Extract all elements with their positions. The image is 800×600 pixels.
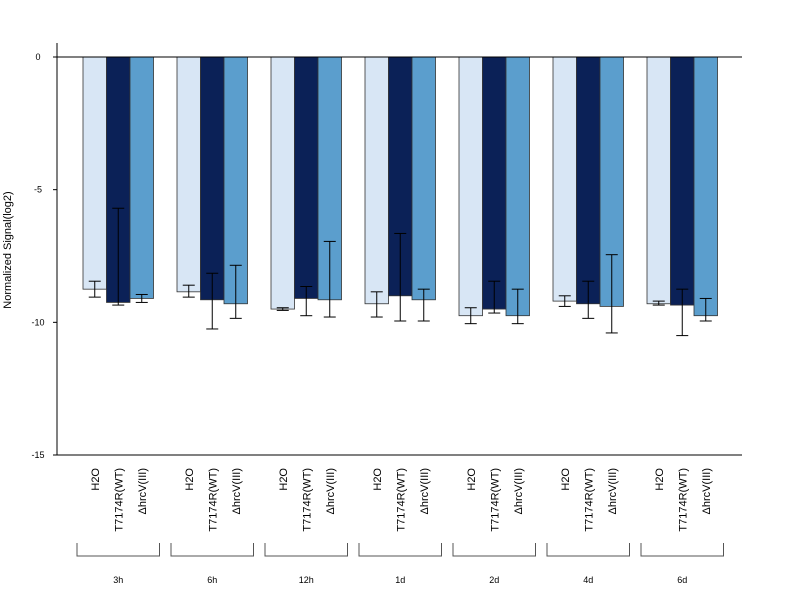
category-label: ΔhrcV(III) [607,468,619,514]
bar [458,56,483,317]
error-bar [112,207,125,306]
error-bar [605,254,618,334]
group-bracket-line [546,543,630,557]
bars-layer [82,56,718,317]
error-bar [276,307,289,311]
error-bar [394,232,407,322]
group-bracket: 1d [358,543,442,585]
bar [294,56,319,299]
category-label: ΔhrcV(III) [231,468,243,514]
group-bracket: 2d [452,543,536,585]
category-label: H2O [560,468,572,491]
error-bar [182,284,195,298]
category-label: ΔhrcV(III) [419,468,431,514]
error-bar [464,307,477,325]
error-bar [135,293,148,303]
bar [646,56,671,305]
error-bar [300,286,313,317]
category-label: H2O [654,468,666,491]
category-label: T7174R(WT) [301,468,313,532]
error-bar [582,280,595,319]
group-bracket: 3h [76,543,160,585]
category-label: H2O [466,468,478,491]
error-bar [699,297,712,322]
error-bar [370,291,383,318]
y-tick-label: -10 [31,317,44,327]
group-label: 12h [299,575,314,585]
category-label: ΔhrcV(III) [137,468,149,514]
category-label: H2O [372,468,384,491]
y-axis-label: Normalized Signal(log2) [2,191,14,308]
bar [482,56,507,310]
error-bar [558,295,571,307]
error-bar [229,264,242,319]
group-bracket: 6d [640,543,724,585]
group-bracket-line [452,543,536,557]
error-bar [652,300,665,306]
category-label: T7174R(WT) [113,468,125,532]
bar [576,56,601,305]
bar [552,56,577,302]
y-axis-ticks: 0 -5 -10 -15 [31,52,57,460]
category-label: H2O [184,468,196,491]
category-label: T7174R(WT) [489,468,501,532]
category-label: T7174R(WT) [207,468,219,532]
bar [505,56,530,317]
category-label: ΔhrcV(III) [513,468,525,514]
y-tick-label: -15 [31,450,44,460]
error-bar [488,280,501,314]
y-tick-label: 0 [35,52,40,62]
group-label: 4d [583,575,593,585]
group-label: 6h [207,575,217,585]
error-bar [323,240,336,318]
category-label: T7174R(WT) [395,468,407,532]
category-label: ΔhrcV(III) [701,468,713,514]
bar [411,56,436,301]
group-brackets: 3h 6h 12h 1d 2d 4d 6d [76,543,724,585]
bar [176,56,201,293]
error-bar [206,272,219,330]
error-bar [676,288,689,337]
bar [129,56,154,299]
category-label: T7174R(WT) [677,468,689,532]
group-bracket: 4d [546,543,630,585]
group-label: 1d [395,575,405,585]
category-label: ΔhrcV(III) [325,468,337,514]
group-bracket-line [640,543,724,557]
group-label: 6d [677,575,687,585]
group-bracket-line [170,543,254,557]
bar [693,56,718,317]
group-bracket-line [76,543,160,557]
group-bracket: 6h [170,543,254,585]
error-bar [88,280,101,298]
group-bracket: 12h [264,543,348,585]
error-bar [511,288,524,325]
bar [270,56,295,310]
bar [364,56,389,305]
error-bars-layer [88,207,712,337]
y-tick-label: -5 [34,185,42,195]
category-label: H2O [90,468,102,491]
category-label: H2O [278,468,290,491]
group-bracket-line [264,543,348,557]
bar [82,56,107,290]
error-bar [417,288,430,322]
category-label: T7174R(WT) [583,468,595,532]
bar [670,56,695,306]
bar [200,56,225,301]
group-bracket-line [358,543,442,557]
group-label: 3h [113,575,123,585]
category-labels: H2O T7174R(WT) ΔhrcV(III) H2O T7174R(WT) Δhrc… [90,468,713,532]
group-label: 2d [489,575,499,585]
